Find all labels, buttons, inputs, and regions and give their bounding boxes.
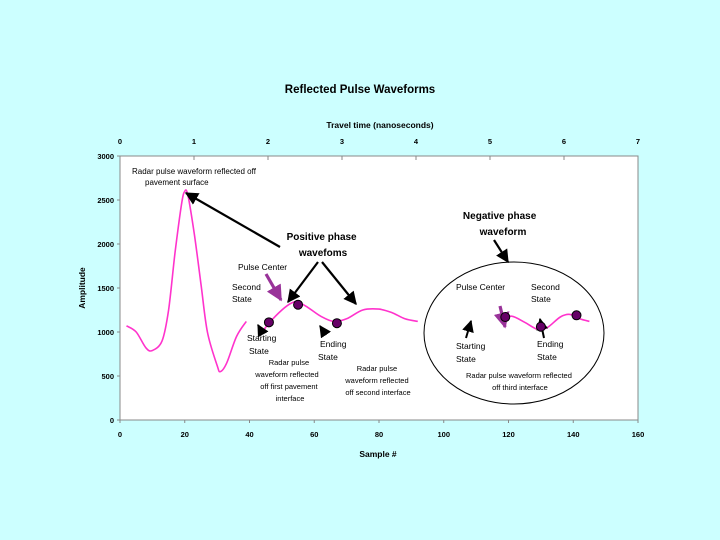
arrow-ending-state-1 <box>319 325 331 339</box>
arrow-pulse-center-1 <box>264 273 283 302</box>
annotation-ending-state-2: Ending State <box>537 339 566 362</box>
top-tick-label: 0 <box>118 137 122 146</box>
arrow-to-first-wave <box>287 261 319 304</box>
annotation-reflected-second: Radar pulse waveform reflected off secon… <box>344 364 410 397</box>
annotation-pulse-center-2: Pulse Center <box>456 282 505 292</box>
annotation-reflected-surface: Radar pulse waveform reflected off pavem… <box>132 167 258 187</box>
y-tick-label: 1500 <box>97 284 114 293</box>
annotation-starting-state-2: Starting State <box>456 341 488 364</box>
x-tick-label: 60 <box>310 430 318 439</box>
x-tick-label: 40 <box>245 430 253 439</box>
y-tick-label: 0 <box>110 416 114 425</box>
negative-phase-ellipse <box>423 261 605 405</box>
waveform-line <box>261 300 418 333</box>
annotation-starting-state-1: Starting State <box>247 333 279 356</box>
state-markers <box>263 299 582 332</box>
y-tick-label: 2000 <box>97 240 114 249</box>
state-marker <box>535 321 546 332</box>
x-tick-label: 100 <box>437 430 450 439</box>
state-marker <box>293 299 304 310</box>
top-axis: 0 1 2 3 4 5 6 7 <box>118 137 640 160</box>
annotation-reflected-third: Radar pulse waveform reflected off third… <box>466 371 574 392</box>
y-tick-label: 3000 <box>97 152 114 161</box>
chart-title: Reflected Pulse Waveforms <box>285 84 435 96</box>
x-tick-label: 160 <box>632 430 645 439</box>
annotations: Radar pulse waveform reflected off pavem… <box>132 167 574 403</box>
annotation-second-state-2: Second State <box>531 282 562 304</box>
top-tick-label: 2 <box>266 137 270 146</box>
annotation-ending-state-1: Ending State <box>318 339 349 362</box>
y-tick-label: 500 <box>101 372 114 381</box>
annotation-positive-phase: Positive phase wavefoms <box>287 232 360 259</box>
y-tick-label: 2500 <box>97 196 114 205</box>
x-tick-label: 140 <box>567 430 580 439</box>
top-tick-label: 4 <box>414 137 419 146</box>
top-tick-label: 3 <box>340 137 344 146</box>
arrow-to-second-wave <box>321 261 357 306</box>
top-axis-title: Travel time (nanoseconds) <box>326 120 433 130</box>
x-tick-label: 0 <box>118 430 122 439</box>
state-marker <box>331 318 342 329</box>
top-tick-label: 6 <box>562 137 566 146</box>
arrow-starting-state-1 <box>257 323 269 338</box>
waveform-line <box>126 189 247 373</box>
top-tick-label: 5 <box>488 137 492 146</box>
state-marker <box>500 312 511 323</box>
arrow-starting-state-2 <box>462 319 474 339</box>
annotation-reflected-first: Radar pulse waveform reflected off first… <box>254 358 320 403</box>
top-tick-label: 7 <box>636 137 640 146</box>
y-axis: 0 500 1000 1500 2000 2500 3000 <box>97 152 120 425</box>
x-tick-label: 20 <box>181 430 189 439</box>
y-tick-label: 1000 <box>97 328 114 337</box>
x-tick-label: 120 <box>502 430 515 439</box>
annotation-second-state-1: Second State <box>232 282 263 304</box>
top-tick-label: 1 <box>192 137 196 146</box>
arrow-to-negative-wave <box>493 239 509 264</box>
state-marker <box>571 310 582 321</box>
annotation-pulse-center-1: Pulse Center <box>238 262 287 272</box>
state-marker <box>263 317 274 328</box>
arrow-to-surface-peak <box>184 192 281 248</box>
x-tick-label: 80 <box>375 430 383 439</box>
annotation-negative-phase: Negative phase waveform <box>463 211 539 238</box>
plot-area <box>119 155 639 421</box>
x-axis-title: Sample # <box>359 449 397 459</box>
y-axis-title: Amplitude <box>77 267 87 309</box>
x-axis: 0 20 40 60 80 100 120 140 160 <box>118 420 644 439</box>
